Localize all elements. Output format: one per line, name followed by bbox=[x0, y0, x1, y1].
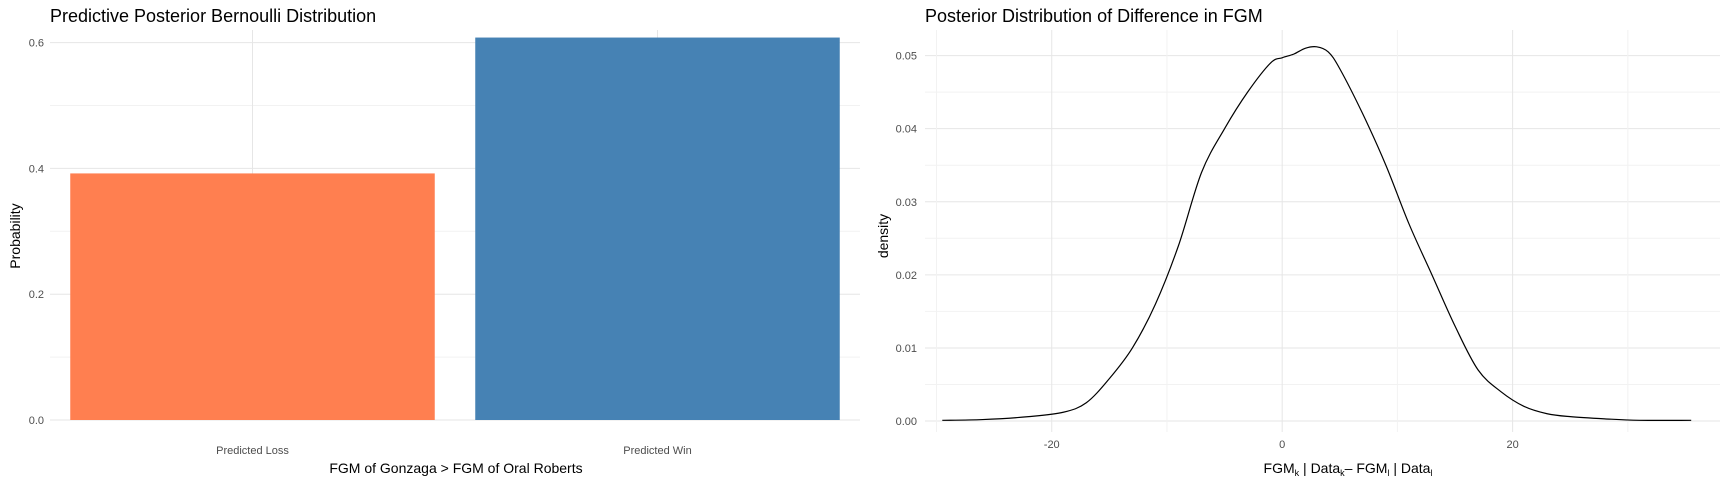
density-chart-y-ticks: 0.00 0.01 0.02 0.03 0.04 0.05 bbox=[896, 51, 917, 428]
bar-predicted-loss bbox=[70, 173, 435, 420]
density-chart-y-tick-label: 0.02 bbox=[896, 270, 917, 282]
xlabel-part-d: | Data bbox=[1389, 460, 1430, 476]
bar-chart: 0.0 0.2 0.4 0.6 Predicted Loss Predicted Win… bbox=[7, 6, 860, 476]
bar-chart-x-label: FGM of Gonzaga > FGM of Oral Roberts bbox=[329, 460, 582, 476]
density-chart-title: Posterior Distribution of Difference in … bbox=[925, 6, 1263, 26]
density-chart-y-tick-label: 0.05 bbox=[896, 51, 917, 63]
density-chart-x-label: FGMk | Datak– FGMl | Datal bbox=[1264, 460, 1433, 478]
density-chart-x-tick-label: 20 bbox=[1506, 439, 1518, 451]
bar-chart-y-ticks: 0.0 0.2 0.4 0.6 bbox=[29, 38, 44, 427]
xlabel-part-b-sub: k bbox=[1340, 468, 1345, 478]
bar-chart-x-ticks: Predicted Loss Predicted Win bbox=[216, 445, 692, 457]
density-chart-y-label: density bbox=[875, 214, 891, 258]
density-chart-y-tick-label: 0.03 bbox=[896, 197, 917, 209]
xlabel-part-d-sub: l bbox=[1430, 468, 1432, 478]
density-curve bbox=[942, 46, 1692, 422]
density-chart-y-tick-label: 0.00 bbox=[896, 416, 917, 428]
bar-chart-y-tick-label: 0.6 bbox=[29, 38, 44, 50]
xlabel-part-b: | Data bbox=[1299, 460, 1340, 476]
density-chart-x-tick-label: -20 bbox=[1044, 439, 1060, 451]
bar-chart-x-tick-label: Predicted Loss bbox=[216, 445, 289, 457]
xlabel-part-c-sub: l bbox=[1387, 468, 1389, 478]
bar-chart-title: Predictive Posterior Bernoulli Distribut… bbox=[50, 6, 376, 26]
xlabel-part-c: – FGM bbox=[1345, 460, 1388, 476]
density-chart: 0.00 0.01 0.02 0.03 0.04 0.05 -20 0 20 Posterio… bbox=[875, 6, 1720, 478]
bar-chart-y-tick-label: 0.2 bbox=[29, 289, 44, 301]
bar-chart-y-tick-label: 0.4 bbox=[29, 163, 44, 175]
bar-chart-x-tick-label: Predicted Win bbox=[623, 445, 691, 457]
density-chart-y-tick-label: 0.04 bbox=[896, 124, 917, 136]
density-chart-grid bbox=[925, 30, 1720, 432]
density-chart-x-ticks: -20 0 20 bbox=[1044, 439, 1519, 451]
density-chart-x-tick-label: 0 bbox=[1279, 439, 1285, 451]
bar-chart-y-tick-label: 0.0 bbox=[29, 415, 44, 427]
bar-chart-y-label: Probability bbox=[7, 203, 23, 268]
xlabel-part-a-sub: k bbox=[1295, 468, 1300, 478]
bar-predicted-win bbox=[475, 37, 840, 420]
density-chart-y-tick-label: 0.01 bbox=[896, 343, 917, 355]
xlabel-part-a: FGM bbox=[1264, 460, 1295, 476]
bar-chart-bars bbox=[70, 37, 840, 420]
